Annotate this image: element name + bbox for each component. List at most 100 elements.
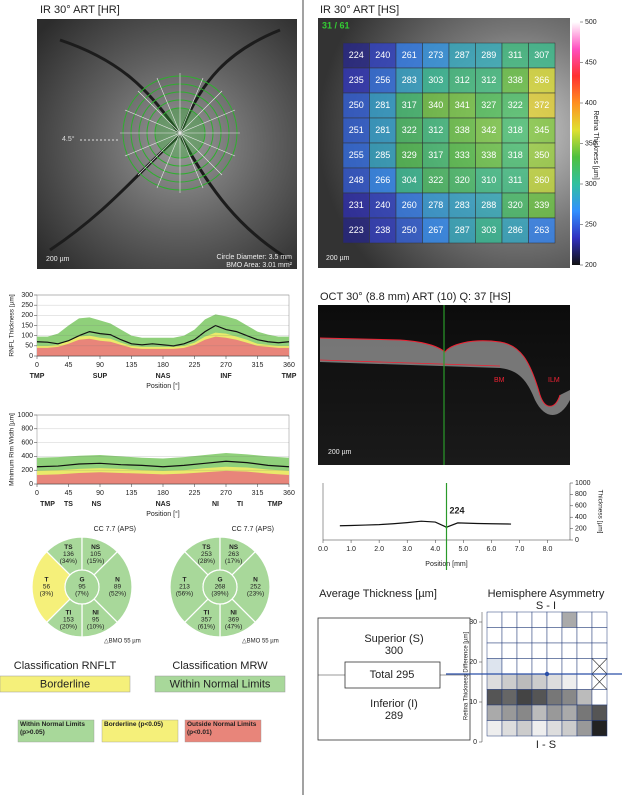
- left-title: IR 30° ART [HR]: [40, 4, 120, 16]
- sector-name: N: [115, 577, 120, 584]
- asymmetry-cell: [501, 627, 518, 644]
- colorbar: [572, 22, 580, 265]
- asymmetry-cell: [576, 611, 593, 628]
- thickness-cell: [448, 192, 476, 219]
- thickness-value: 333: [455, 150, 470, 160]
- x-tick-label: 45: [65, 362, 73, 369]
- thickness-value: 250: [349, 100, 364, 110]
- thickness-value: 286: [508, 225, 523, 235]
- class-rnflt-box: [0, 675, 131, 693]
- thickness-cell: [448, 217, 476, 244]
- scale-label: 200 µm: [46, 256, 70, 263]
- sector-name: NS: [91, 544, 101, 551]
- thickness-cell: [422, 92, 450, 119]
- sector-pct: (17%): [225, 558, 242, 565]
- y-tick-label: 600: [21, 439, 33, 446]
- sector-value: 105: [90, 551, 101, 558]
- thickness-value: 287: [455, 225, 470, 235]
- thickness-cell: [475, 117, 503, 144]
- thickness-value: 266: [375, 175, 390, 185]
- sector-value: 268: [215, 584, 226, 591]
- x-tick-label: 5.0: [458, 546, 468, 553]
- thickness-value: 256: [375, 75, 390, 85]
- x-tick-label: 45: [65, 490, 73, 497]
- asymmetry-cell: [576, 642, 593, 659]
- sector-label: TMP: [268, 501, 283, 508]
- thickness-value: 322: [428, 175, 443, 185]
- vessels: [49, 28, 291, 262]
- asymmetry-cell: [486, 658, 503, 675]
- y-axis-label: Thickness [µm]: [596, 490, 603, 534]
- hemisphere-top: S - I: [536, 600, 556, 612]
- colorbar-tick-label: 450: [585, 59, 597, 66]
- x-tick-label: 2.0: [374, 546, 384, 553]
- sector-label: TMP: [30, 373, 45, 380]
- sector-name: G: [217, 577, 222, 584]
- thickness-cell: [501, 167, 529, 194]
- sector-name: T: [183, 577, 187, 584]
- thickness-value: 288: [481, 200, 496, 210]
- x-tick-label: 180: [157, 362, 169, 369]
- ilm-line: [319, 337, 561, 407]
- x-tick-label: 360: [283, 490, 295, 497]
- thickness-cell: [422, 67, 450, 94]
- sector-value: 89: [114, 584, 122, 591]
- scan-counter: 31 / 61: [322, 20, 350, 30]
- thickness-cell: [475, 67, 503, 94]
- sector-name: NI: [230, 610, 237, 617]
- thickness-cell: [422, 42, 450, 69]
- asymmetry-cell: [501, 704, 518, 721]
- asymmetry-cell: [531, 642, 548, 659]
- y-tick-label: 200: [21, 467, 33, 474]
- thickness-value: 281: [375, 125, 390, 135]
- thickness-value: 283: [402, 75, 417, 85]
- thickness-value: 255: [349, 150, 364, 160]
- thickness-value: 224: [349, 50, 364, 60]
- thickness-value: 342: [481, 125, 496, 135]
- thickness-cell: [528, 217, 556, 244]
- x-tick-label: 6.0: [487, 546, 497, 553]
- thickness-cell: [342, 42, 370, 69]
- sector-value: 263: [228, 551, 239, 558]
- thickness-line: [36, 460, 290, 468]
- x-tick-label: 8.0: [543, 546, 553, 553]
- thickness-cell: [342, 192, 370, 219]
- class-mrw-box: [154, 675, 286, 693]
- bmo-area: BMO Area: 3.01 mm²: [226, 262, 292, 269]
- asymmetry-cell: [576, 720, 593, 737]
- thickness-value: 338: [455, 125, 470, 135]
- thickness-cell: [475, 142, 503, 169]
- asymmetry-cell: [546, 689, 563, 706]
- asymmetry-cell: [501, 689, 518, 706]
- asymmetry-cell: [501, 658, 518, 675]
- thickness-value: 339: [534, 200, 549, 210]
- thickness-cell: [528, 42, 556, 69]
- asymmetry-cell: [531, 720, 548, 737]
- thickness-value: 281: [375, 100, 390, 110]
- sector-label: TMP: [40, 501, 55, 508]
- asymmetry-cell: [486, 720, 503, 737]
- sector-label: TS: [64, 501, 73, 508]
- asymmetry-cell: [516, 658, 533, 675]
- y-tick-label: 0: [29, 481, 33, 488]
- thickness-value: 350: [534, 150, 549, 160]
- hemisphere-y-label: Retina Thickness Difference [µm]: [464, 632, 470, 721]
- colorbar-tick-label: 400: [585, 100, 597, 107]
- asymmetry-cell: [516, 673, 533, 690]
- thickness-value: 322: [402, 125, 417, 135]
- x-tick-label: 7.0: [515, 546, 525, 553]
- marker-point: [445, 526, 448, 529]
- y-tick-label: 200: [575, 525, 587, 532]
- excluded-cell: [591, 658, 608, 675]
- fovea-point: [544, 671, 550, 677]
- thickness-cell: [422, 117, 450, 144]
- asymmetry-cell: [516, 689, 533, 706]
- sector-value: 357: [201, 617, 212, 624]
- sector-name: G: [79, 577, 84, 584]
- x-tick-label: 1.0: [346, 546, 356, 553]
- thickness-value: 317: [428, 150, 443, 160]
- asymmetry-cell: [561, 673, 578, 690]
- asymmetry-cell: [576, 658, 593, 675]
- x-tick-label: 90: [96, 490, 104, 497]
- asymmetry-cell: [486, 611, 503, 628]
